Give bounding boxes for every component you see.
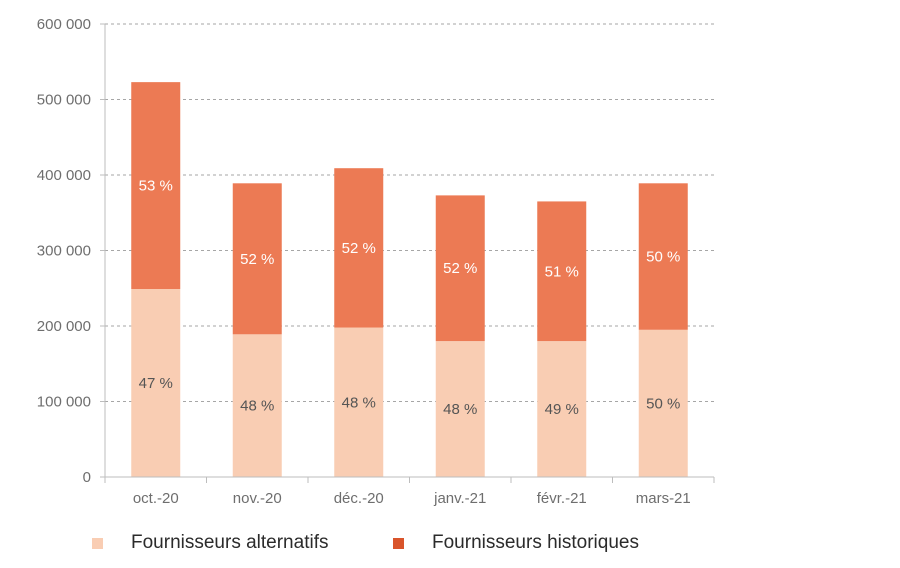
y-tick-label: 400 000 [37, 167, 91, 184]
legend-label-alternatifs: Fournisseurs alternatifs [131, 532, 329, 553]
data-label: 48 % [342, 394, 376, 411]
y-tick-label: 200 000 [37, 318, 91, 335]
data-label: 48 % [443, 401, 477, 418]
y-tick-label: 500 000 [37, 92, 91, 109]
legend-item-historiques: Fournisseurs historiques [393, 532, 639, 554]
bar-alternatifs [638, 329, 688, 477]
bar-alternatifs [131, 289, 181, 477]
bar-historiques [131, 82, 181, 290]
bar-alternatifs [334, 327, 384, 477]
data-label: 49 % [545, 401, 579, 418]
y-tick-label: 0 [83, 469, 91, 486]
stacked-bar-chart: 0 100 000 200 000 300 000 400 000 500 000 600 … [37, 16, 715, 507]
bar-historiques [232, 183, 282, 335]
gridlines [105, 23, 714, 402]
x-axis-ticks [104, 477, 715, 483]
bar-historiques [334, 168, 384, 328]
x-category-label: nov.-20 [233, 490, 282, 507]
y-tick-label: 100 000 [37, 394, 91, 411]
y-axis-ticks: 0 100 000 200 000 300 000 400 000 500 000 600 … [37, 16, 105, 486]
bar-historiques [537, 201, 587, 342]
data-label: 47 % [139, 375, 173, 392]
legend: Fournisseurs alternatifs Fournisseurs hi… [0, 532, 900, 562]
x-axis-categories: oct.-20 nov.-20 déc.-20 janv.-21 févr.-21 mar… [133, 490, 691, 507]
legend-item-alternatifs: Fournisseurs alternatifs [92, 532, 328, 554]
bar-alternatifs [537, 341, 587, 477]
data-label: 48 % [240, 398, 274, 415]
bars: 47 % 53 % 48 % 52 % 48 % 52 % 48 % 52 % 49 % 51 %… [131, 82, 688, 477]
x-category-label: déc.-20 [334, 490, 384, 507]
legend-label-historiques: Fournisseurs historiques [432, 532, 639, 553]
x-category-label: févr.-21 [537, 490, 587, 507]
x-category-label: mars-21 [636, 490, 691, 507]
data-label: 52 % [443, 260, 477, 277]
bar-alternatifs [232, 334, 282, 477]
data-label: 53 % [139, 178, 173, 195]
legend-swatch-alternatifs [92, 537, 103, 549]
y-tick-label: 600 000 [37, 16, 91, 33]
data-label: 50 % [646, 249, 680, 266]
bar-alternatifs [435, 341, 485, 477]
y-tick-label: 300 000 [37, 243, 91, 260]
bar-historiques [638, 183, 688, 330]
x-category-label: janv.-21 [433, 490, 486, 507]
data-label: 52 % [342, 240, 376, 257]
x-category-label: oct.-20 [133, 490, 179, 507]
data-label: 50 % [646, 395, 680, 412]
data-label: 51 % [545, 263, 579, 280]
legend-swatch-historiques [393, 537, 404, 549]
bar-historiques [435, 195, 485, 342]
data-label: 52 % [240, 251, 274, 268]
